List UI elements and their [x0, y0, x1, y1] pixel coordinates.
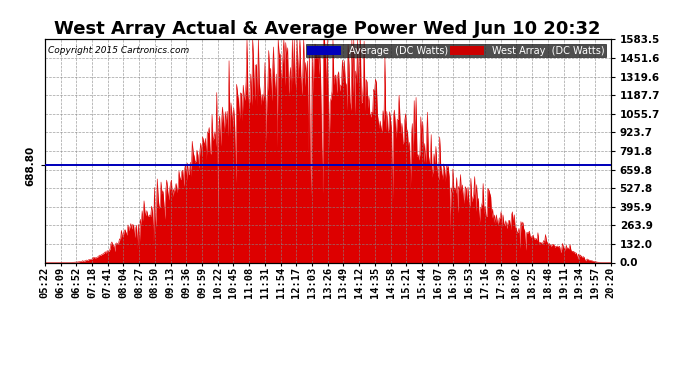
Legend: Average  (DC Watts), West Array  (DC Watts): Average (DC Watts), West Array (DC Watts…: [306, 44, 606, 57]
Text: Copyright 2015 Cartronics.com: Copyright 2015 Cartronics.com: [48, 46, 189, 55]
Title: West Array Actual & Average Power Wed Jun 10 20:32: West Array Actual & Average Power Wed Ju…: [55, 20, 601, 38]
